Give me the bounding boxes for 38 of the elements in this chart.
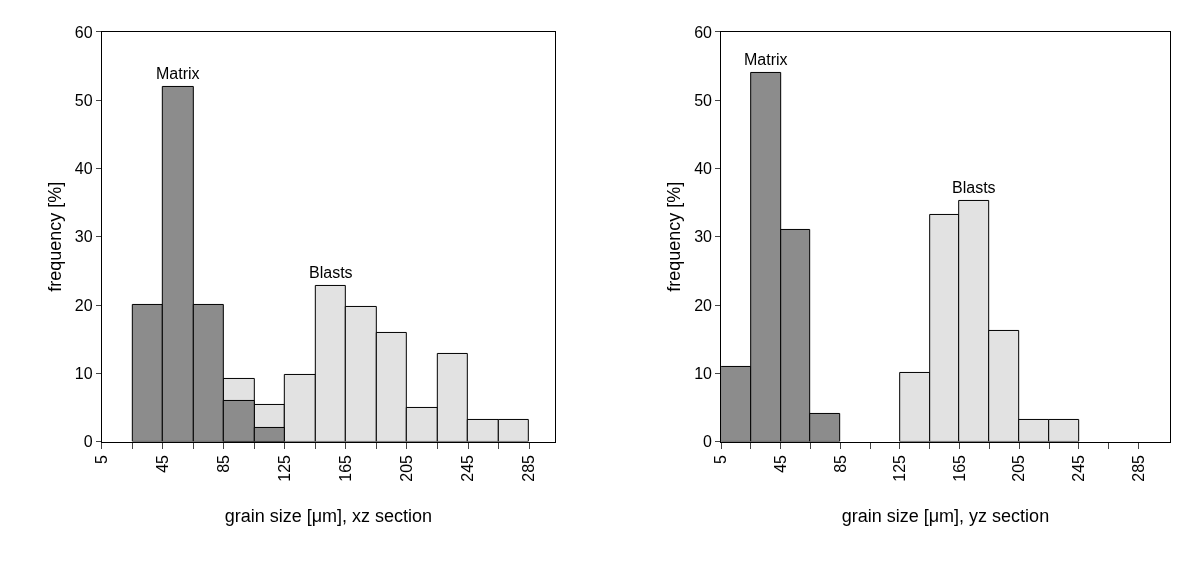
x-tick-label: 285 <box>1129 454 1147 482</box>
y-tick-label: 60 <box>74 23 93 41</box>
y-axis-title: frequency [%] <box>664 181 685 292</box>
series-label: Matrix <box>744 51 788 68</box>
y-tick-label: 30 <box>74 228 93 246</box>
y-tick-label: 0 <box>83 433 93 451</box>
series-label: Blasts <box>952 179 996 196</box>
x-tick-label: 165 <box>950 454 968 482</box>
x-tick-label: 205 <box>398 454 416 482</box>
y-tick-label: 0 <box>703 433 713 451</box>
y-tick-label: 10 <box>74 364 93 382</box>
y-tick-label: 20 <box>74 296 93 314</box>
series-label: Matrix <box>156 65 200 82</box>
x-tick-label: 205 <box>1010 454 1028 482</box>
x-tick-label: 125 <box>891 454 909 482</box>
x-axis-title: grain size [μm], xz section <box>224 505 433 526</box>
x-tick-label: 285 <box>520 454 538 482</box>
y-tick-label: 50 <box>74 91 93 109</box>
x-tick-label: 5 <box>712 454 730 464</box>
x-tick-label: 245 <box>1070 454 1087 482</box>
x-tick-label: 45 <box>771 454 789 473</box>
x-tick-label: 245 <box>459 454 477 482</box>
x-tick-label: 85 <box>831 454 849 473</box>
series-label: Blasts <box>309 264 353 281</box>
y-tick-label: 10 <box>694 364 713 382</box>
y-tick-label: 40 <box>694 160 713 178</box>
y-tick-label: 50 <box>694 91 713 109</box>
y-tick-label: 40 <box>74 160 93 178</box>
x-tick-label: 165 <box>337 454 355 482</box>
y-axis-title: frequency [%] <box>45 181 66 292</box>
x-tick-label: 125 <box>276 454 294 482</box>
y-tick-label: 20 <box>694 296 713 314</box>
x-axis-title: grain size [μm], yz section <box>841 505 1050 526</box>
y-tick-label: 60 <box>694 23 713 41</box>
y-tick-label: 30 <box>694 228 713 246</box>
x-tick-label: 5 <box>93 454 111 464</box>
x-tick-label: 85 <box>215 454 233 473</box>
x-tick-label: 45 <box>154 454 172 473</box>
